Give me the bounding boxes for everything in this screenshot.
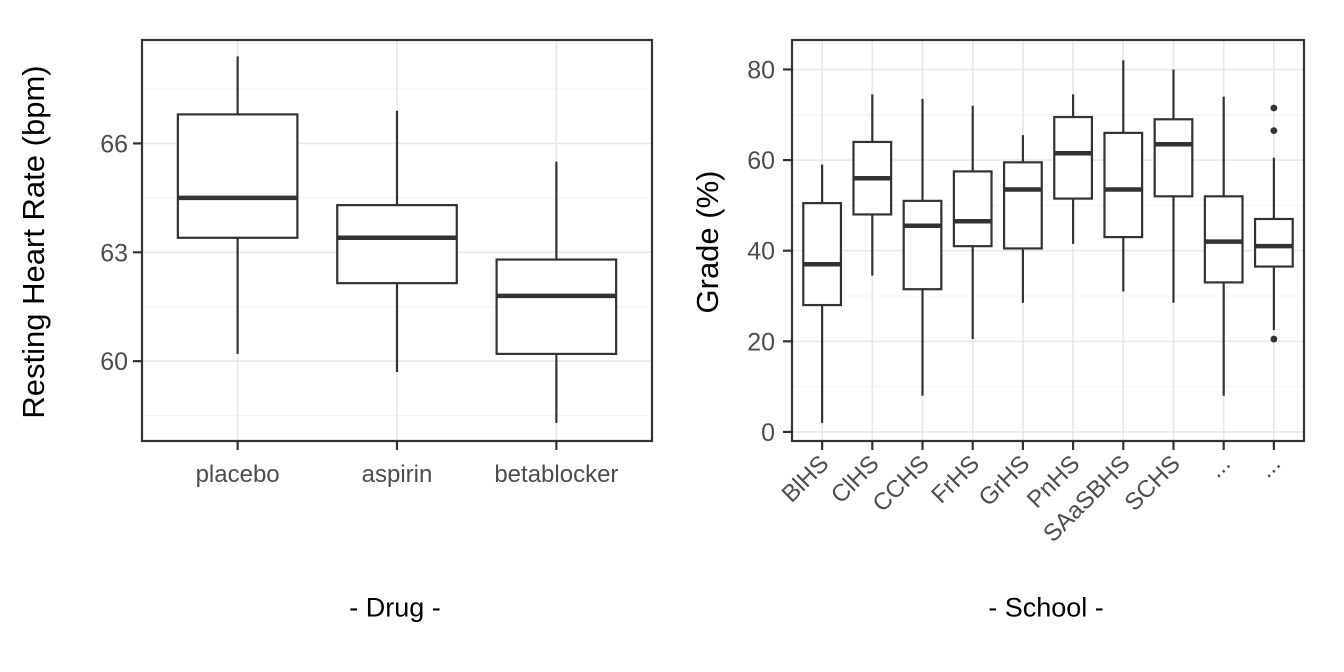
right-boxplot-box-6 (1103, 131, 1144, 239)
right-x-axis-category-label: CCHS (868, 450, 935, 517)
left-x-axis-category-label: betablocker (494, 461, 618, 488)
right-x-axis-category-label: FrHS (926, 450, 985, 509)
left-y-axis-tick-label: 66 (100, 130, 128, 158)
right-y-axis-title: Grade (%) (690, 170, 725, 314)
right-y-axis-tick-label: 20 (747, 328, 775, 356)
right-x-axis-category-label: ... (1203, 450, 1236, 483)
right-outlier-point (1270, 335, 1278, 343)
right-y-axis-tick-label: 0 (761, 419, 775, 447)
right-x-axis-category-label: SCHS (1119, 450, 1185, 516)
right-boxplot-box-9 (1253, 217, 1294, 268)
right-panel-border (790, 38, 1306, 443)
right-boxplot-box-0 (802, 202, 843, 307)
left-y-axis-title: Resting Heart Rate (bpm) (16, 65, 51, 419)
left-x-axis-category-label: placebo (196, 461, 280, 488)
right-boxplot-box-4 (1002, 161, 1043, 250)
right-boxplot-box-3 (952, 170, 993, 248)
left-x-axis-title: - Drug - (349, 592, 441, 623)
right-boxplot-box-2 (902, 199, 943, 291)
right-y-axis-tick-label: 40 (747, 238, 775, 266)
right-x-axis-category-label: GrHS (974, 450, 1036, 512)
left-boxplot-box-2 (495, 258, 618, 356)
right-x-axis-category-label: ... (1253, 450, 1286, 483)
right-outlier-point (1270, 104, 1278, 112)
left-boxplot-box-0 (176, 113, 299, 239)
right-x-axis-category-label: BlHS (777, 450, 835, 508)
right-y-axis-tick-label: 60 (747, 147, 775, 175)
left-y-axis-tick-label: 60 (100, 348, 128, 376)
right-x-axis-title: - School - (988, 592, 1104, 623)
right-boxplot-box-5 (1053, 115, 1094, 200)
left-y-axis-tick-label: 63 (100, 239, 128, 267)
left-x-axis-category-label: aspirin (362, 461, 433, 488)
left-boxplot-box-1 (336, 204, 458, 285)
right-y-axis-tick-label: 80 (747, 56, 775, 84)
right-outlier-point (1270, 127, 1278, 135)
right-boxplot-box-7 (1153, 118, 1194, 198)
right-boxplot-box-8 (1203, 195, 1244, 284)
